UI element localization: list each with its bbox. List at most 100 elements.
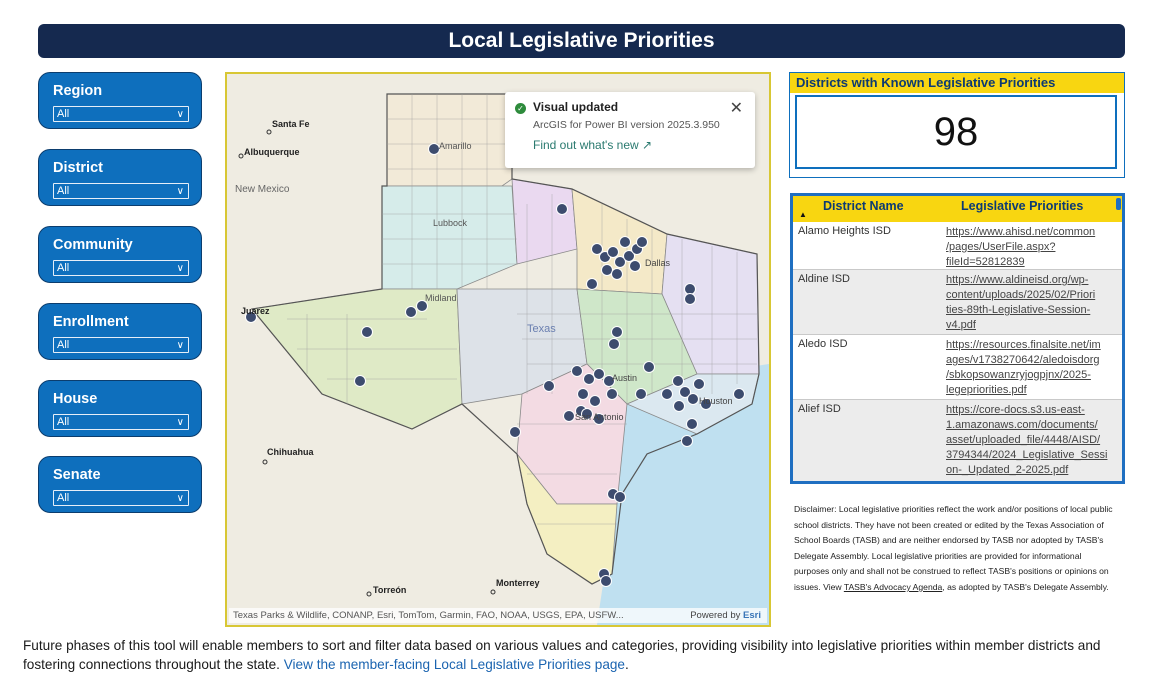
map-marker[interactable]: [681, 435, 693, 447]
table-row: Aledo ISD https://resources.finalsite.ne…: [793, 335, 1122, 400]
city-label-santa-fe: Santa Fe: [272, 119, 310, 129]
map-marker[interactable]: [686, 418, 698, 430]
map-marker[interactable]: [700, 398, 712, 410]
link-line: ages/v1738270642/aledoisdorg: [946, 354, 1100, 366]
whats-new-label: Find out what's new: [533, 138, 639, 152]
city-label-houston: Houston: [699, 396, 733, 406]
senate-value: All: [57, 492, 70, 504]
map-marker[interactable]: [601, 264, 613, 276]
enrollment-value: All: [57, 339, 70, 351]
map-marker[interactable]: [589, 395, 601, 407]
map-marker[interactable]: [614, 491, 626, 503]
map-marker[interactable]: [733, 388, 745, 400]
map-marker[interactable]: [603, 375, 615, 387]
map-marker[interactable]: [361, 326, 373, 338]
footer-text: Future phases of this tool will enable m…: [23, 638, 1101, 672]
district-dropdown[interactable]: All ∨: [53, 183, 189, 199]
close-icon[interactable]: ✕: [729, 100, 743, 117]
kpi-card: Districts with Known Legislative Priorit…: [789, 72, 1125, 178]
map-marker[interactable]: [600, 575, 612, 587]
community-dropdown[interactable]: All ∨: [53, 260, 189, 276]
district-name: Alamo Heights ISD: [798, 225, 891, 237]
map-marker[interactable]: [563, 410, 575, 422]
map-marker[interactable]: [636, 236, 648, 248]
map-marker[interactable]: [556, 203, 568, 215]
city-label-chihuahua: Chihuahua: [267, 447, 314, 457]
house-value: All: [57, 416, 70, 428]
region-dropdown[interactable]: All ∨: [53, 106, 189, 122]
disclaimer-text: Disclaimer: Local legislative priorities…: [794, 502, 1119, 596]
map-marker[interactable]: [679, 386, 691, 398]
map-marker[interactable]: [687, 393, 699, 405]
city-label-monterrey: Monterrey: [496, 578, 540, 588]
district-name: Aledo ISD: [798, 338, 848, 350]
sort-ascending-icon[interactable]: ▲: [799, 210, 807, 219]
map-marker[interactable]: [619, 236, 631, 248]
district-name: Aldine ISD: [798, 273, 850, 285]
priorities-link[interactable]: https://www.ahisd.net/common /pages/User…: [946, 225, 1114, 270]
district-markers[interactable]: [245, 143, 745, 587]
community-slicer: Community All ∨: [38, 226, 202, 283]
map-marker[interactable]: [593, 413, 605, 425]
map-marker[interactable]: [591, 243, 603, 255]
toast-subtitle: ArcGIS for Power BI version 2025.3.950: [533, 119, 720, 131]
house-dropdown[interactable]: All ∨: [53, 414, 189, 430]
map-marker[interactable]: [428, 143, 440, 155]
whats-new-link[interactable]: Find out what's new ↗: [533, 138, 743, 152]
map-marker[interactable]: [693, 378, 705, 390]
map-marker[interactable]: [583, 373, 595, 385]
map-marker[interactable]: [245, 311, 257, 323]
city-label-midland: Midland: [425, 293, 457, 303]
map-marker[interactable]: [684, 283, 696, 295]
map-marker[interactable]: [416, 300, 428, 312]
priorities-link[interactable]: https://core-docs.s3.us-east- 1.amazonaw…: [946, 403, 1114, 478]
senate-dropdown[interactable]: All ∨: [53, 490, 189, 506]
table-row: Alief ISD https://core-docs.s3.us-east- …: [793, 400, 1122, 481]
link-line: https://resources.finalsite.net/im: [946, 339, 1101, 351]
map-marker[interactable]: [606, 388, 618, 400]
map-marker[interactable]: [593, 368, 605, 380]
link-line: on-_Updated_2-2025.pdf: [946, 464, 1069, 476]
state-label-texas: Texas: [527, 323, 556, 335]
map-marker[interactable]: [673, 400, 685, 412]
link-line: 1.amazonaws.com/documents/: [946, 419, 1098, 431]
map-marker[interactable]: [608, 338, 620, 350]
map-marker[interactable]: [684, 293, 696, 305]
city-dot: [490, 589, 496, 595]
map-marker[interactable]: [635, 388, 647, 400]
enrollment-slicer: Enrollment All ∨: [38, 303, 202, 360]
enrollment-dropdown[interactable]: All ∨: [53, 337, 189, 353]
link-line: asset/uploaded_file/4448/AISD/: [946, 434, 1101, 446]
map-marker[interactable]: [611, 326, 623, 338]
map-marker[interactable]: [672, 375, 684, 387]
map-marker[interactable]: [611, 268, 623, 280]
map-marker[interactable]: [629, 260, 641, 272]
map-marker[interactable]: [643, 361, 655, 373]
map-marker[interactable]: [577, 388, 589, 400]
member-page-link[interactable]: View the member-facing Local Legislative…: [283, 657, 625, 672]
map-marker[interactable]: [614, 256, 626, 268]
link-line: content/uploads/2025/02/Priori: [946, 289, 1096, 301]
map-marker[interactable]: [586, 278, 598, 290]
priorities-link[interactable]: https://www.aldineisd.org/wp- content/up…: [946, 273, 1114, 333]
map-marker[interactable]: [571, 365, 583, 377]
column-header-district[interactable]: District Name: [823, 199, 904, 213]
map-marker[interactable]: [354, 375, 366, 387]
enrollment-label: Enrollment: [53, 314, 129, 330]
city-label-austin: Austin: [612, 373, 637, 383]
map-marker[interactable]: [509, 426, 521, 438]
powered-by[interactable]: Powered by Esri: [690, 608, 761, 623]
column-header-priorities[interactable]: Legislative Priorities: [961, 199, 1084, 213]
scrollbar[interactable]: [1116, 198, 1121, 210]
map-marker[interactable]: [543, 380, 555, 392]
map-marker[interactable]: [607, 246, 619, 258]
map-marker[interactable]: [623, 250, 635, 262]
map-marker[interactable]: [581, 408, 593, 420]
map-marker[interactable]: [661, 388, 673, 400]
priorities-table[interactable]: District Name Legislative Priorities ▲ A…: [790, 193, 1125, 484]
table-row: Alamo Heights ISD https://www.ahisd.net/…: [793, 222, 1122, 270]
priorities-link[interactable]: https://resources.finalsite.net/im ages/…: [946, 338, 1114, 398]
advocacy-agenda-link[interactable]: TASB's Advocacy Agenda: [843, 581, 943, 592]
city-label-lubbock: Lubbock: [433, 218, 468, 228]
map-marker[interactable]: [405, 306, 417, 318]
